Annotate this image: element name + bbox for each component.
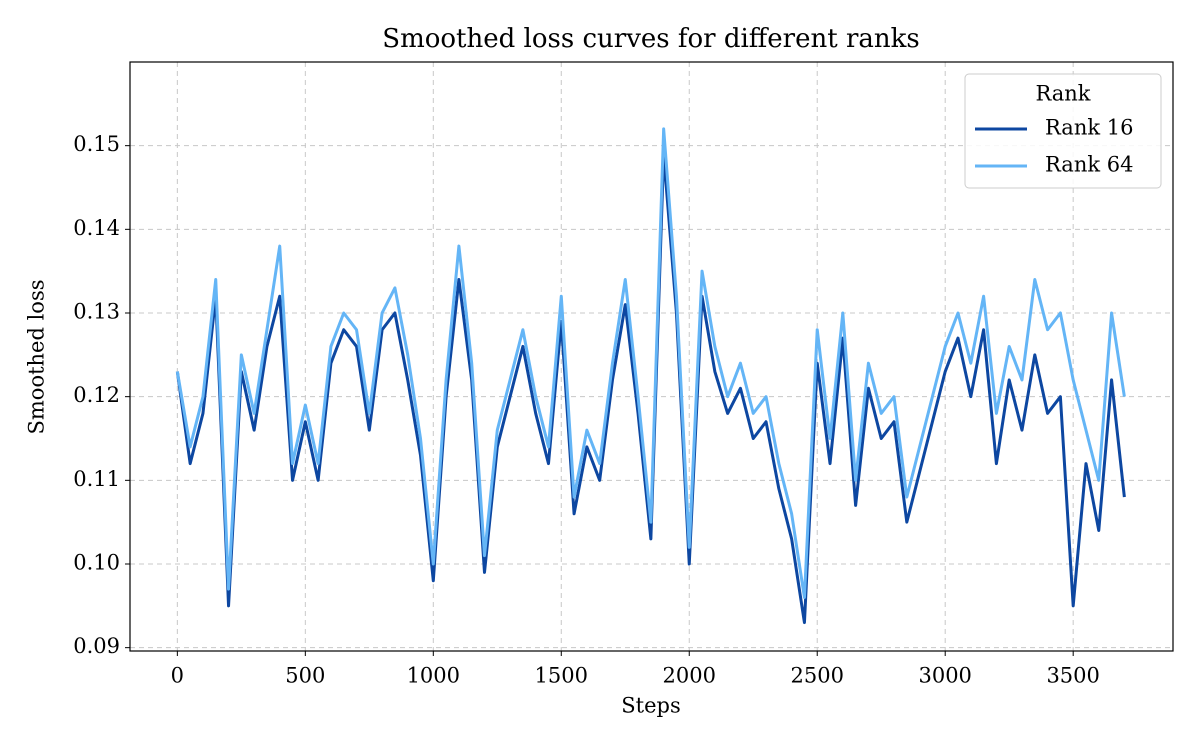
x-tick-label: 0 bbox=[171, 664, 184, 688]
x-tick-label: 2500 bbox=[791, 664, 844, 688]
y-tick-label: 0.12 bbox=[73, 383, 120, 407]
y-tick-label: 0.11 bbox=[73, 467, 120, 491]
series-line bbox=[175, 127, 1126, 599]
legend-box bbox=[964, 73, 1162, 189]
y-tick-label: 0.15 bbox=[73, 132, 120, 156]
y-tick-label: 0.14 bbox=[73, 216, 120, 240]
x-axis-label: Steps bbox=[621, 694, 680, 718]
y-tick-label: 0.10 bbox=[73, 550, 120, 574]
x-tick-label: 500 bbox=[285, 664, 325, 688]
x-tick-label: 3000 bbox=[918, 664, 971, 688]
x-tick-label: 1500 bbox=[535, 664, 588, 688]
chart-title: Smoothed loss curves for different ranks bbox=[382, 24, 919, 54]
legend-label: Rank 64 bbox=[1045, 153, 1133, 177]
plot-frame bbox=[129, 61, 1174, 652]
x-tick-label: 1000 bbox=[407, 664, 460, 688]
x-tick-label: 2000 bbox=[663, 664, 716, 688]
legend-label: Rank 16 bbox=[1045, 116, 1133, 140]
y-tick-label: 0.13 bbox=[73, 299, 120, 323]
y-axis-label: Smoothed loss bbox=[25, 279, 49, 434]
legend-title: Rank bbox=[1035, 82, 1090, 106]
x-tick-label: 3500 bbox=[1046, 664, 1099, 688]
y-tick-label: 0.09 bbox=[73, 634, 120, 658]
series-line bbox=[175, 152, 1126, 625]
